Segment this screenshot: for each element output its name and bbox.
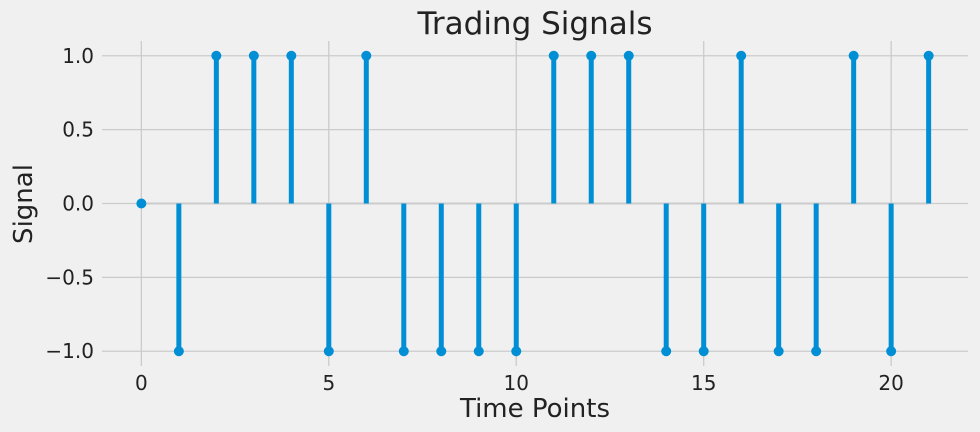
y-tick-label: 0.0	[62, 192, 94, 216]
stem-marker	[173, 346, 184, 357]
markers	[136, 50, 934, 357]
stem-marker	[623, 50, 634, 61]
stems	[176, 55, 932, 352]
stem-marker	[886, 346, 897, 357]
y-tick-labels: −1.0 −0.5 0.0 0.5 1.0	[45, 44, 94, 363]
x-tick-label: 15	[691, 371, 716, 395]
stem-marker	[586, 50, 597, 61]
chart-title: Trading Signals	[417, 6, 653, 42]
stem-marker	[211, 50, 222, 61]
x-tick-label: 5	[322, 371, 335, 395]
stem-marker	[136, 198, 147, 209]
stem-marker	[286, 50, 297, 61]
stem-marker	[473, 346, 484, 357]
y-axis-label: Signal	[9, 164, 39, 244]
stem-marker	[398, 346, 409, 357]
x-tick-label: 10	[504, 371, 529, 395]
stem-marker	[698, 346, 709, 357]
stem-marker	[923, 50, 934, 61]
x-axis-label: Time Points	[459, 394, 610, 424]
stem-marker	[661, 346, 672, 357]
x-tick-label: 20	[878, 371, 903, 395]
stem-marker	[361, 50, 372, 61]
stem-marker	[848, 50, 859, 61]
stem-marker	[548, 50, 559, 61]
stem-marker	[511, 346, 522, 357]
y-tick-label: −0.5	[45, 265, 94, 289]
x-tick-label: 0	[135, 371, 148, 395]
stem-marker	[736, 50, 747, 61]
stem-marker	[436, 346, 447, 357]
stem-marker	[248, 50, 259, 61]
x-tick-labels: 0 5 10 15 20	[135, 371, 904, 395]
stem-marker	[773, 346, 784, 357]
stem-marker	[811, 346, 822, 357]
stem-marker	[323, 346, 334, 357]
y-tick-label: 0.5	[62, 118, 94, 142]
y-tick-label: −1.0	[45, 339, 94, 363]
y-tick-label: 1.0	[62, 44, 94, 68]
